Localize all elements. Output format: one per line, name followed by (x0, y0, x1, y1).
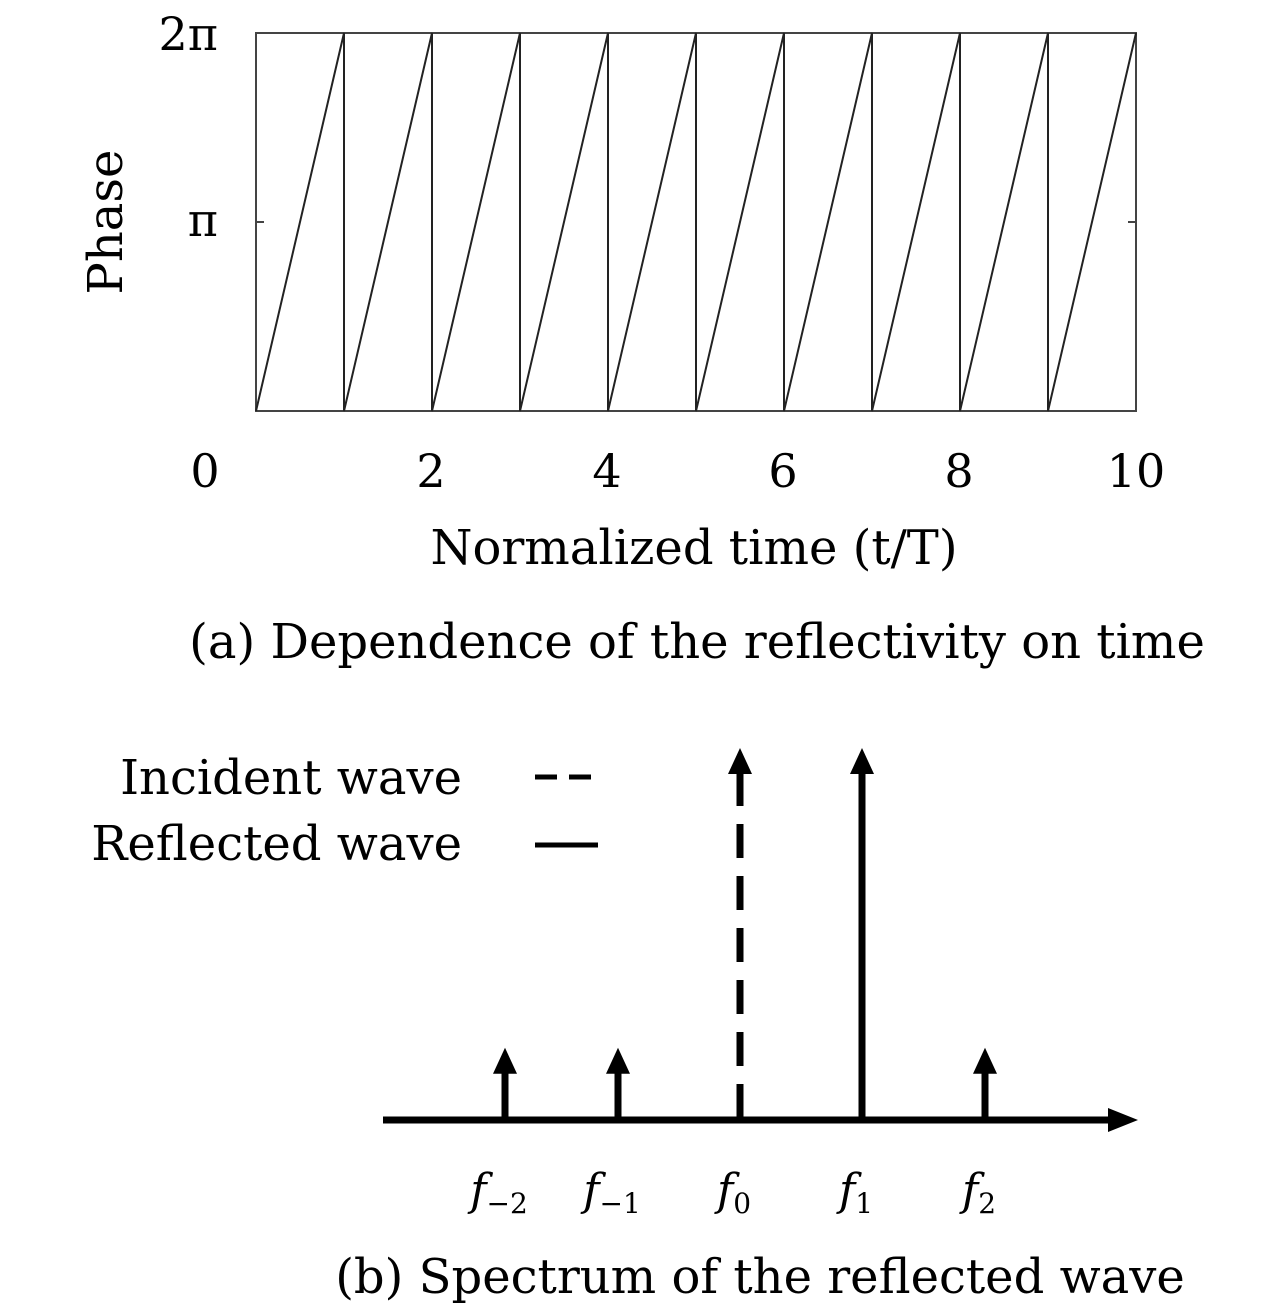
y-tick-label-2pi: 2π (159, 7, 219, 61)
panel-b: Incident wave Reflected wave f−2 f−1 f0 f1 f… (91, 748, 1185, 1305)
x-tick-label-6: 6 (768, 444, 797, 498)
caption-b: (b) Spectrum of the reflected wave (335, 1249, 1185, 1305)
phase-series (255, 32, 1137, 412)
frequency-label-f-2: f−2 (467, 1165, 528, 1220)
legend-label-incident: Incident wave (120, 750, 462, 806)
spectral-arrowhead-f-2 (493, 1047, 517, 1074)
frequency-label-f1: f1 (836, 1165, 873, 1220)
spectral-arrowhead-f-1 (606, 1047, 630, 1074)
frequency-label-f0: f0 (714, 1165, 751, 1220)
phase-sawtooth-line (255, 32, 1137, 412)
caption-a: (a) Dependence of the reflectivity on ti… (189, 614, 1205, 670)
y-tick-label-0: 0 (190, 444, 219, 498)
x-tick-label-2: 2 (416, 444, 445, 498)
panel-a: 2π π 0 2 4 6 8 10 Normalized time (t/T) … (78, 7, 1205, 670)
frequency-labels: f−2 f−1 f0 f1 f2 (467, 1165, 996, 1220)
frequency-label-f-1: f−1 (580, 1165, 641, 1220)
x-axis-label: Normalized time (t/T) (430, 520, 957, 576)
frequency-axis-arrowhead (1108, 1108, 1138, 1132)
spectral-arrowhead-f1 (850, 748, 874, 774)
x-tick-label-4: 4 (592, 444, 621, 498)
spectral-arrowhead-f0 (728, 748, 752, 774)
legend-label-reflected: Reflected wave (91, 816, 462, 872)
spectrum-lines (493, 748, 997, 1118)
frequency-label-f2: f2 (959, 1165, 996, 1220)
x-tick-label-10: 10 (1107, 444, 1166, 498)
spectral-arrowhead-f2 (973, 1047, 997, 1074)
y-axis-label: Phase (78, 150, 134, 295)
x-tick-label-8: 8 (944, 444, 973, 498)
y-tick-label-pi: π (188, 193, 218, 247)
